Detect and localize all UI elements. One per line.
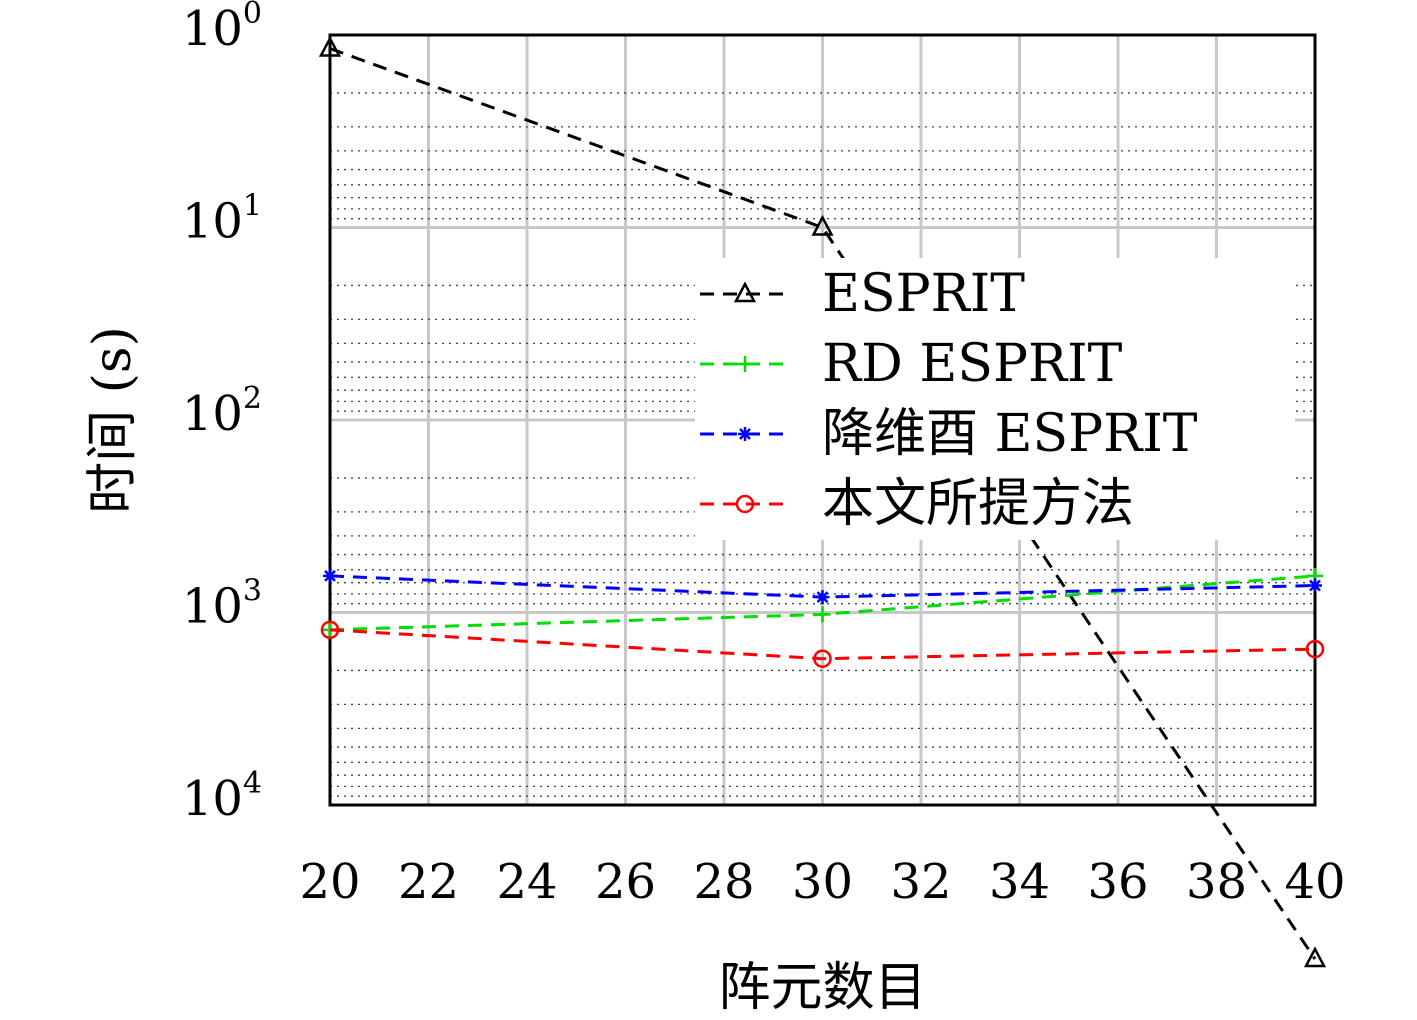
- x-tick-labels: 20 22 24 26 28 30 32 34 36 38 40: [299, 854, 1345, 910]
- x-tick-label: 26: [595, 854, 656, 910]
- x-tick-label: 32: [890, 854, 951, 910]
- series-group: [322, 567, 1323, 638]
- asterisk-marker: [1308, 578, 1322, 593]
- legend: ESPRIT RD ESPRIT 降维酉 ESPRIT 本文所提方法: [695, 258, 1295, 540]
- y-tick-label: 101: [182, 189, 262, 250]
- triangle-marker: [811, 214, 834, 236]
- y-tick-label: 100: [182, 0, 262, 57]
- series-group: [323, 568, 1322, 605]
- y-tick-label: 104: [182, 766, 262, 827]
- circle-marker: [1305, 639, 1325, 659]
- y-tick-label: 103: [182, 574, 262, 635]
- plus-marker: [814, 606, 831, 623]
- asterisk-marker: [815, 590, 830, 605]
- x-tick-label: 34: [989, 854, 1050, 910]
- series-line: [329, 47, 1317, 960]
- asterisk-marker: [738, 427, 752, 441]
- x-tick-label: 22: [398, 854, 459, 910]
- legend-label: 本文所提方法: [822, 474, 1134, 534]
- x-tick-label: 28: [693, 854, 754, 910]
- x-tick-label: 30: [792, 854, 853, 910]
- circle-marker: [735, 494, 755, 514]
- triangle-marker: [1303, 946, 1327, 968]
- triangle-marker: [733, 281, 757, 303]
- x-tick-label: 36: [1087, 854, 1148, 910]
- plus-marker: [737, 356, 753, 372]
- circle-marker: [813, 649, 832, 668]
- x-tick-label: 38: [1186, 854, 1247, 910]
- series-group: [320, 620, 1325, 668]
- y-tick-labels: 100 101 102 103 104: [182, 0, 262, 827]
- plot-frame: [328, 33, 1317, 807]
- x-tick-label: 40: [1284, 854, 1345, 910]
- y-tick-label: 102: [182, 381, 262, 442]
- legend-box: [695, 258, 1295, 540]
- series-group: [318, 35, 1327, 968]
- triangle-marker: [318, 35, 342, 57]
- x-tick-label: 20: [299, 854, 360, 910]
- x-tick-label: 24: [496, 854, 557, 910]
- x-axis-title: 阵元数目: [718, 958, 926, 1018]
- legend-label: RD ESPRIT: [822, 334, 1123, 394]
- asterisk-marker: [323, 568, 337, 583]
- circle-marker: [320, 620, 340, 640]
- legend-label: 降维酉 ESPRIT: [822, 404, 1198, 464]
- legend-label: ESPRIT: [822, 264, 1025, 324]
- series-line: [329, 628, 1316, 661]
- series: [318, 35, 1327, 968]
- y-axis-title: 时间 (s): [83, 326, 143, 514]
